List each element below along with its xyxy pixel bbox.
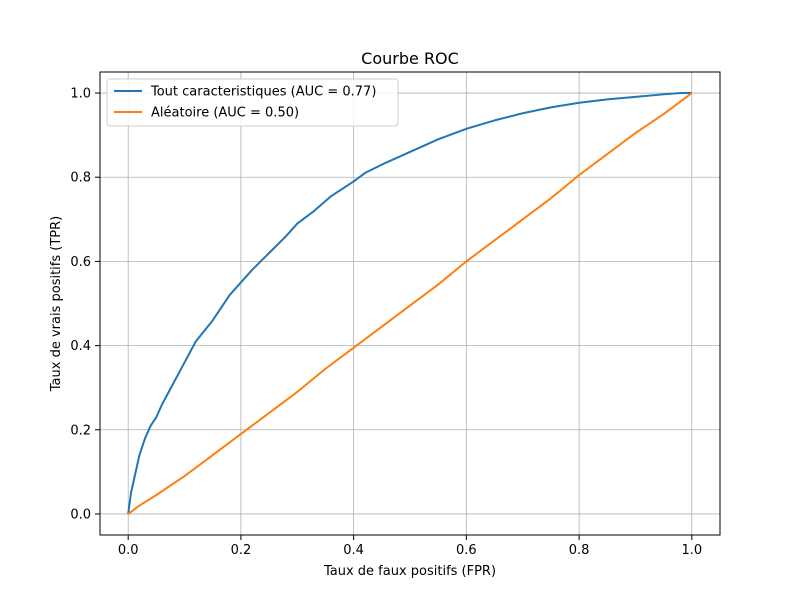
x-tick-label: 0.0 [118,543,139,558]
y-tick-label: 0.8 [70,171,91,186]
y-tick-label: 0.6 [70,255,91,270]
x-tick-label: 0.8 [569,543,590,558]
x-tick-label: 0.2 [231,543,252,558]
legend-box [106,78,399,127]
x-axis-label: Taux de faux positifs (FPR) [323,564,496,579]
series-line-1 [127,92,693,515]
y-tick-label: 1.0 [70,87,91,102]
y-tick-label: 0.2 [70,423,91,438]
legend-label-0: Tout caracteristiques (AUC = 0.77) [150,85,376,100]
legend: Tout caracteristiques (AUC = 0.77) Aléat… [106,78,399,127]
x-tick-label: 0.4 [343,543,364,558]
axis-ticks: 0.0 0.2 0.4 0.6 0.8 1.0 0.0 0.2 0.4 0.6 0.8 1.0 [70,87,702,558]
x-tick-label: 0.6 [456,543,477,558]
grid-lines [100,72,720,535]
y-tick-label: 0.0 [70,507,91,522]
x-tick-label: 1.0 [681,543,702,558]
series-lines [127,92,693,515]
y-axis-label: Taux de vrais positifs (TPR) [49,216,64,392]
plot-area-background [100,72,720,535]
series-line-0 [127,92,692,515]
y-tick-label: 0.4 [70,339,91,354]
plot-frame [99,71,721,536]
chart-title: Courbe ROC [361,49,459,68]
legend-label-1: Aléatoire (AUC = 0.50) [151,106,299,121]
